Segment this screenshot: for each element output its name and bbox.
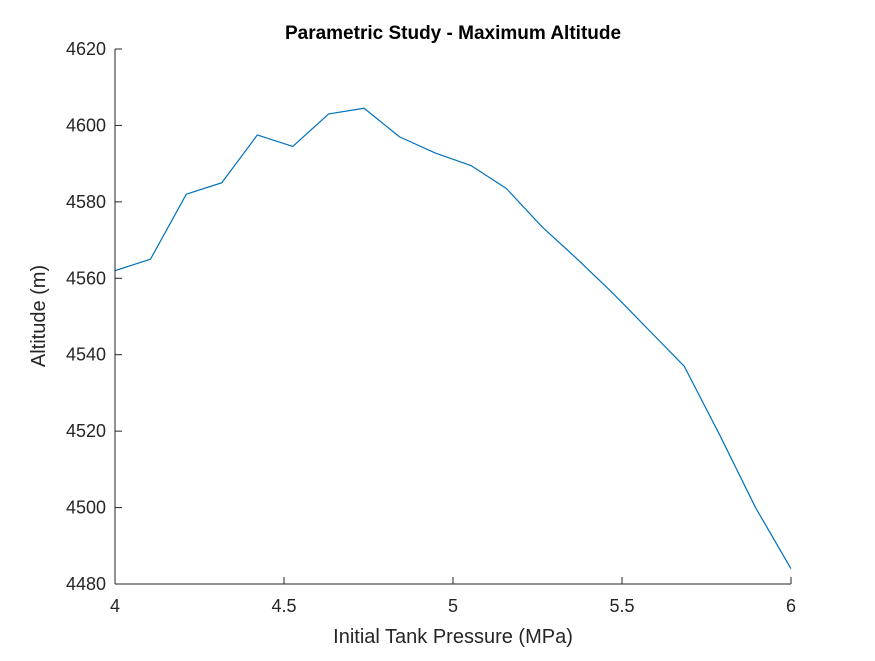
axes-layer: 4 4.5 5 5.5 6 4480 4500 4520 4540 4560 4580 4600 462… <box>66 39 796 616</box>
x-tick-label: 6 <box>786 596 796 616</box>
series-layer <box>114 107 792 570</box>
y-tick-label: 4480 <box>66 574 106 594</box>
y-tick-label: 4560 <box>66 268 106 288</box>
x-tick-label: 5 <box>448 596 458 616</box>
y-axis-label: Altitude (m) <box>28 265 50 367</box>
y-tick-label: 4500 <box>66 498 106 518</box>
y-tick-label: 4600 <box>66 115 106 135</box>
y-tick-label: 4540 <box>66 345 106 365</box>
plot-area <box>115 49 791 584</box>
y-tick-label: 4620 <box>66 39 106 59</box>
series-line-0 <box>114 107 792 570</box>
x-axis-label: Initial Tank Pressure (MPa) <box>333 626 573 648</box>
chart-title: Parametric Study - Maximum Altitude <box>285 23 621 44</box>
x-tick-label: 4 <box>110 596 120 616</box>
plot-background <box>115 49 791 584</box>
x-tick-label: 4.5 <box>271 596 296 616</box>
y-tick-label: 4520 <box>66 421 106 441</box>
y-tick-label: 4580 <box>66 192 106 212</box>
x-tick-label: 5.5 <box>609 596 634 616</box>
